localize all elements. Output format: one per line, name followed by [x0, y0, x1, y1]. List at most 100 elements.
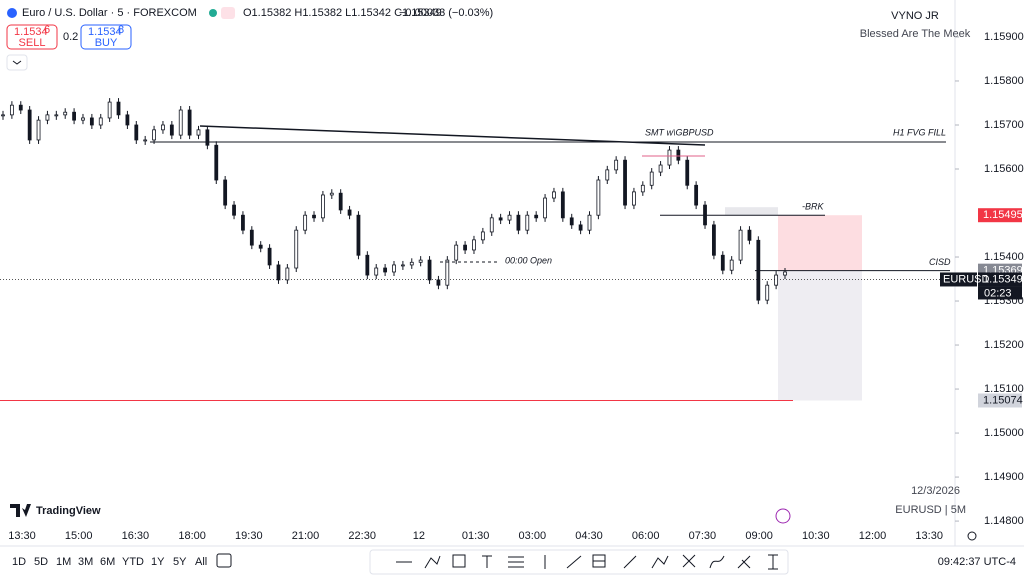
- spread: 0.2: [63, 31, 78, 43]
- candle: [436, 279, 441, 286]
- change: −0.00033 (−0.03%): [399, 7, 493, 19]
- tool-brush[interactable]: [737, 555, 751, 569]
- settings-icon[interactable]: [967, 531, 977, 541]
- plot: -BRK CISD: [0, 98, 955, 401]
- candle: [667, 149, 672, 166]
- smt-label: SMT w\GBPUSD: [645, 127, 714, 137]
- candle: [427, 259, 432, 281]
- y-tick-label: 1.15200: [984, 339, 1024, 351]
- candle: [587, 214, 592, 231]
- candle: [658, 164, 663, 173]
- candle: [534, 214, 539, 219]
- candle: [81, 117, 85, 121]
- candle: [747, 229, 752, 241]
- symbol-icon: [7, 8, 17, 18]
- tool-measure[interactable]: [592, 554, 606, 568]
- range-button[interactable]: 6M: [100, 556, 115, 568]
- candle: [774, 274, 779, 286]
- y-tick-label: 1.15000: [984, 427, 1024, 439]
- candle: [409, 261, 414, 266]
- x-tick-label: 21:00: [292, 530, 320, 542]
- tool-trend[interactable]: [566, 555, 582, 569]
- y-tick-label: 1.14800: [984, 515, 1024, 527]
- candle: [560, 191, 565, 219]
- range-button[interactable]: All: [195, 556, 207, 568]
- range-button[interactable]: 5D: [34, 556, 48, 568]
- countdown: 02:23: [984, 287, 1012, 299]
- x-tick-label: 19:30: [235, 530, 263, 542]
- tool-path[interactable]: [651, 555, 669, 569]
- candle: [765, 284, 770, 301]
- buy-button[interactable]: [80, 24, 132, 50]
- candle: [45, 114, 50, 121]
- candle: [143, 139, 148, 142]
- candle: [54, 114, 59, 117]
- x-tick-label: 01:30: [462, 530, 490, 542]
- candle: [285, 267, 290, 281]
- y-tick-label: 1.15900: [984, 31, 1024, 43]
- range-button[interactable]: 1D: [12, 556, 26, 568]
- price-label-bg: [978, 272, 1022, 287]
- y-tick-label: 1.15700: [984, 119, 1024, 131]
- candle: [383, 267, 388, 273]
- tool-cursor[interactable]: [768, 554, 778, 570]
- x-tick-label: 22:30: [348, 530, 376, 542]
- tool-cross[interactable]: [682, 554, 696, 568]
- tool-curve[interactable]: [709, 555, 725, 569]
- y-tick-label: 1.15400: [984, 251, 1024, 263]
- candle: [569, 217, 574, 226]
- tool-ray[interactable]: [623, 555, 637, 569]
- candle: [552, 191, 556, 199]
- candle: [63, 111, 68, 116]
- tool-text[interactable]: [482, 555, 492, 568]
- candle: [498, 217, 503, 221]
- brand: TradingView: [36, 505, 101, 517]
- range-button[interactable]: 3M: [78, 556, 93, 568]
- x-tick-label: 16:30: [122, 530, 150, 542]
- candle: [125, 114, 130, 126]
- candle: [178, 109, 183, 136]
- candle: [543, 197, 547, 219]
- candle: [169, 124, 174, 136]
- tool-rect[interactable]: [452, 554, 466, 568]
- candle: [472, 239, 476, 251]
- candle: [596, 179, 601, 216]
- candle: [632, 191, 636, 206]
- range-button[interactable]: 1Y: [151, 556, 165, 568]
- candle: [738, 229, 743, 261]
- tool-fib[interactable]: [508, 556, 524, 568]
- ohlc: O1.15382 H1.15382 L1.15342 C1.15349: [243, 7, 442, 19]
- price-label: 1.15074: [983, 394, 1023, 406]
- cisd-label: CISD: [929, 257, 951, 267]
- clock: 09:42:37 UTC-4: [938, 556, 1016, 568]
- candle: [303, 214, 308, 231]
- target-zone: [778, 215, 862, 271]
- sell-price-sup: 6: [44, 24, 50, 36]
- candle: [614, 159, 619, 171]
- symbol: Euro / U.S. Dollar · 5 · FOREXCOM: [22, 7, 197, 19]
- sell-label: SELL: [19, 37, 46, 49]
- candle: [623, 159, 627, 206]
- author: VYNO JR: [891, 10, 939, 22]
- x-tick-label: 13:30: [8, 530, 36, 542]
- tool-pattern[interactable]: [424, 555, 441, 569]
- candle: [640, 184, 645, 193]
- open-label: 00:00 Open: [505, 255, 552, 265]
- candle: [294, 229, 299, 269]
- candle: [321, 194, 325, 219]
- candle: [712, 224, 716, 256]
- collapse-button[interactable]: [6, 54, 28, 71]
- candle: [374, 267, 379, 276]
- range-button[interactable]: 1M: [56, 556, 71, 568]
- date-range-icon[interactable]: [216, 553, 232, 568]
- alert-icon[interactable]: [775, 508, 791, 524]
- sell-button[interactable]: [6, 24, 58, 50]
- range-button[interactable]: 5Y: [173, 556, 187, 568]
- candle: [9, 104, 14, 116]
- range-button[interactable]: YTD: [122, 556, 144, 568]
- candle: [676, 149, 681, 161]
- price-label: 1.15495: [983, 209, 1023, 221]
- candle: [187, 109, 192, 136]
- sell-price: 1.1534: [14, 26, 48, 38]
